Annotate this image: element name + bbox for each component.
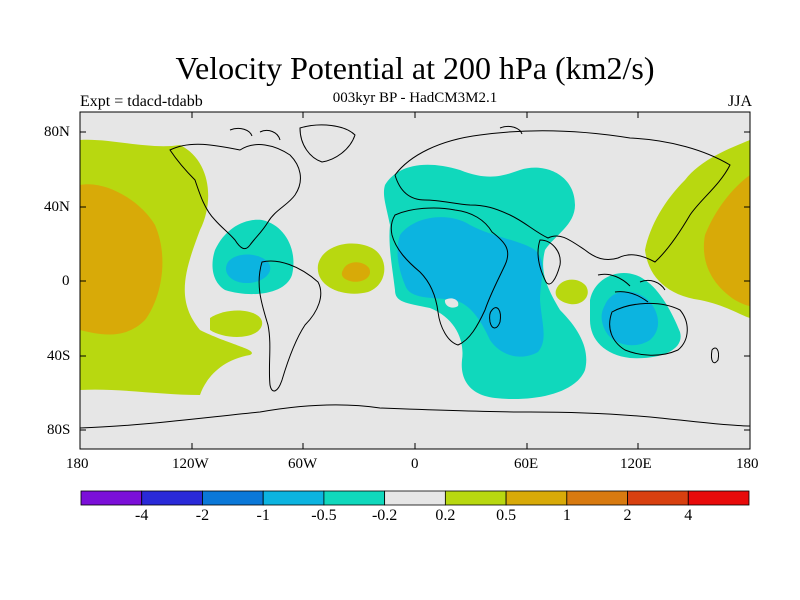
contour-neg-mid-maritime — [601, 291, 659, 346]
contour-fields — [80, 139, 750, 400]
map-title: Velocity Potential at 200 hPa (km2/s) — [175, 50, 655, 86]
colorbar-swatch — [384, 490, 446, 506]
lon-label-60e: 60E — [514, 456, 539, 472]
coastline-maritime-islands — [597, 273, 666, 303]
colorbar-tick-label: -0.2 — [371, 507, 398, 524]
colorbar-tick-label: 4 — [684, 507, 693, 524]
colorbar-swatch — [505, 490, 568, 506]
contour-pos-mid-pacific-east — [703, 175, 750, 306]
coastline-greenland — [299, 124, 356, 163]
colorbar-swatch — [323, 490, 386, 506]
lat-label-80s: 80S — [47, 422, 71, 438]
contour-pos-light-southpacific — [210, 310, 263, 337]
colorbar-swatch — [566, 490, 628, 506]
colorbar-swatch — [262, 490, 325, 506]
lon-label-60w: 60W — [288, 456, 318, 472]
colorbar-tick-label: -2 — [195, 507, 210, 524]
lat-ticks — [80, 131, 750, 431]
map-subtitle: 003kyr BP - HadCM3M2.1 — [332, 90, 498, 106]
colorbar-swatch — [202, 490, 264, 506]
colorbar-tick-label: -4 — [135, 507, 149, 524]
coastline-south-america — [258, 260, 322, 392]
colorbar-swatch — [444, 490, 507, 506]
colorbar — [80, 490, 750, 506]
lat-label-40s: 40S — [47, 348, 71, 364]
colorbar-tick-label: -0.5 — [311, 507, 337, 524]
colorbar-swatch — [80, 490, 143, 506]
experiment-label: Expt = tdacd-tdabb — [80, 93, 203, 110]
contour-pos-mid-pacific-west — [80, 184, 163, 335]
lat-label-0: 0 — [62, 273, 70, 289]
colorbar-tick-label: 0.2 — [435, 507, 456, 524]
contour-neg-light-africa-gap — [444, 298, 459, 308]
contour-pos-light-indian — [555, 279, 588, 305]
colorbar-tick-label: 1 — [562, 507, 571, 524]
colorbar-tick-label: -1 — [256, 507, 270, 524]
colorbar-tick-label: 0.5 — [496, 507, 517, 524]
contour-pos-mid-atlantic — [341, 262, 371, 282]
coastline-antarctica — [80, 404, 750, 429]
coastline-australia — [609, 302, 688, 356]
lon-ticks — [191, 112, 639, 449]
lat-label-80n: 80N — [44, 124, 70, 140]
coastline-madagascar — [489, 307, 501, 329]
lon-label-120e: 120E — [620, 456, 652, 472]
lon-label-180e: 180 — [736, 456, 759, 472]
coastline-africa — [390, 207, 509, 346]
colorbar-tick-label: 2 — [623, 507, 632, 524]
lon-label-180w: 180 — [66, 456, 89, 472]
season-label: JJA — [727, 93, 752, 110]
coastline-india — [537, 239, 561, 285]
lon-label-0: 0 — [411, 456, 419, 472]
coastline-new-zealand — [711, 347, 719, 364]
coastline-arctic-islands — [229, 125, 523, 141]
coastline-eurasia — [394, 130, 731, 263]
colorbar-swatch — [141, 490, 203, 506]
colorbar-swatch — [687, 490, 750, 506]
lon-label-120w: 120W — [172, 456, 209, 472]
coastline-north-america — [169, 143, 301, 250]
lat-label-40n: 40N — [44, 199, 70, 215]
coastlines — [80, 124, 750, 429]
colorbar-swatch — [627, 490, 689, 506]
